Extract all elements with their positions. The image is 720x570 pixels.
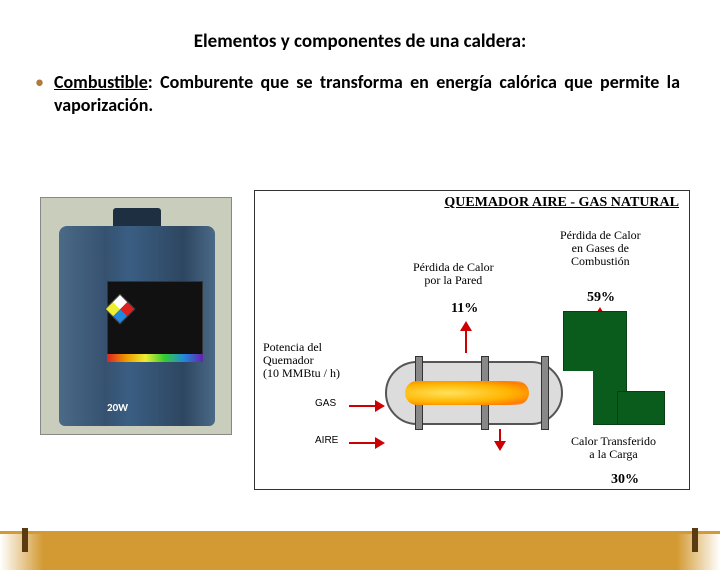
- bullet-text: Combustible: Comburente que se transform…: [54, 71, 680, 118]
- fuel-container-photo: 20W: [40, 197, 232, 435]
- arrow-aire: [349, 442, 377, 444]
- exhaust-outlet: [617, 391, 665, 425]
- label-perdida-pared: Pérdida de Calor por la Pared: [413, 261, 494, 287]
- label-gas: GAS: [315, 398, 336, 409]
- bullet-rest: : Comburente que se transforma en energí…: [54, 71, 680, 116]
- arrow-pared: [465, 329, 467, 353]
- arrow-pared-head: [460, 321, 472, 331]
- figure-area: 20W QUEMADOR AIRE - GAS NATURAL Potencia…: [40, 190, 690, 510]
- exhaust-cutout: [563, 371, 593, 425]
- label-calor-carga: Calor Transferido a la Carga: [571, 435, 656, 461]
- pct-carga: 30%: [611, 472, 639, 488]
- footer-tick-icon: [692, 528, 698, 552]
- arrow-aire-head: [375, 437, 385, 449]
- footer-tick-icon: [22, 528, 28, 552]
- burner-band: [541, 356, 549, 430]
- product-code: 20W: [107, 401, 128, 414]
- burner-diagram: QUEMADOR AIRE - GAS NATURAL Potencia del…: [254, 190, 690, 490]
- color-stripe: [107, 354, 203, 362]
- container-body: 20W: [59, 226, 215, 426]
- slide-title: Elementos y componentes de una caldera:: [0, 30, 720, 53]
- label-potencia: Potencia del Quemador (10 MMBtu / h): [263, 341, 340, 381]
- arrow-gas-head: [375, 400, 385, 412]
- pct-gases: 59%: [587, 290, 615, 306]
- arrow-gas: [349, 405, 377, 407]
- label-perdida-gases: Pérdida de Calor en Gases de Combustión: [560, 229, 641, 269]
- flame-icon: [405, 381, 529, 405]
- bullet-marker: •: [35, 71, 44, 94]
- bullet-item: • Combustible: Comburente que se transfo…: [0, 71, 720, 118]
- bullet-term: Combustible: [54, 71, 148, 93]
- pct-pared: 11%: [451, 301, 478, 317]
- footer-bar: [0, 534, 720, 570]
- label-aire: AIRE: [315, 435, 338, 446]
- diagram-title: QUEMADOR AIRE - GAS NATURAL: [444, 195, 679, 211]
- arrow-carga-head: [494, 441, 506, 451]
